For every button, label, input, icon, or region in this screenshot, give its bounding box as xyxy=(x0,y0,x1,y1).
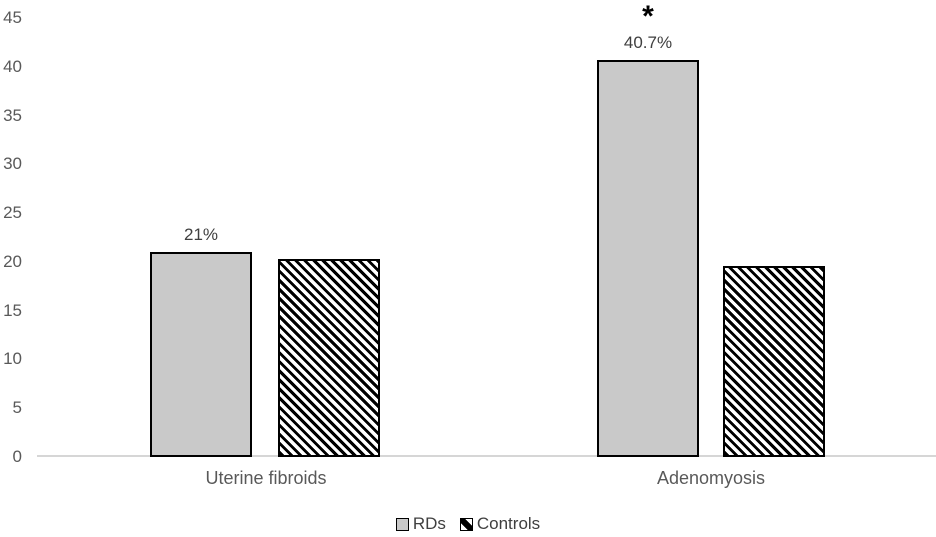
y-tick-label: 35 xyxy=(3,105,22,125)
category-label-uterine-fibroids: Uterine fibroids xyxy=(205,468,327,488)
y-tick-label: 40 xyxy=(3,56,22,76)
data-label-rds-uterine-fibroids: 21% xyxy=(183,225,219,245)
y-tick-label: 45 xyxy=(3,8,22,27)
legend-label: Controls xyxy=(476,514,541,533)
y-tick-label: 30 xyxy=(3,154,22,174)
bar-rds-adenomyosis xyxy=(597,59,699,457)
y-tick-label: 10 xyxy=(3,349,22,369)
bar-rds-uterine-fibroids xyxy=(150,252,252,457)
legend-swatch-hatch-icon xyxy=(459,517,473,531)
y-tick-label: 0 xyxy=(12,447,22,466)
bar-controls-uterine-fibroids xyxy=(278,258,380,457)
legend-item-controls: Controls xyxy=(459,514,541,534)
legend-item-rds: RDs xyxy=(395,514,446,534)
legend: RDs Controls xyxy=(0,514,936,534)
bar-controls-adenomyosis xyxy=(723,265,825,457)
y-tick-label: 25 xyxy=(3,203,22,223)
legend-swatch-solid-icon xyxy=(395,517,409,531)
y-tick-label: 20 xyxy=(3,251,22,271)
x-axis-line xyxy=(37,455,936,457)
y-tick-label: 5 xyxy=(12,398,22,418)
y-tick-label: 15 xyxy=(3,300,22,320)
legend-label: RDs xyxy=(412,514,446,533)
data-label-rds-adenomyosis: 40.7% xyxy=(623,32,673,52)
category-label-adenomyosis: Adenomyosis xyxy=(656,468,766,488)
significance-asterisk: * xyxy=(642,0,654,33)
